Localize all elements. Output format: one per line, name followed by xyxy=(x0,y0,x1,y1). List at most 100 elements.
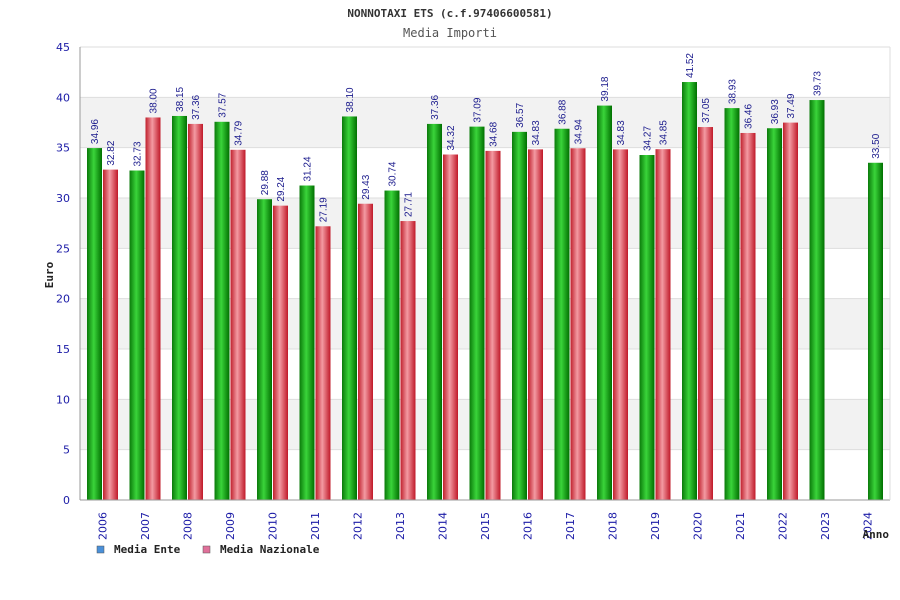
y-tick-label: 45 xyxy=(56,41,70,54)
bar-media-nazionale-2022 xyxy=(783,122,798,500)
bar-media-nazionale-2010 xyxy=(273,205,288,500)
x-axis-label: Anno xyxy=(863,528,890,541)
legend-label-media-ente: Media Ente xyxy=(114,543,181,556)
bar-media-nazionale-2020 xyxy=(698,127,713,500)
label-media-ente-2006: 34.96 xyxy=(90,119,101,144)
bar-media-ente-2020 xyxy=(682,82,697,501)
label-media-nazionale-2015: 34.68 xyxy=(489,121,500,146)
bar-media-nazionale-2009 xyxy=(230,149,246,500)
y-tick-label: 25 xyxy=(56,242,70,255)
label-media-ente-2015: 37.09 xyxy=(473,97,484,122)
label-media-ente-2012: 38.10 xyxy=(345,87,356,112)
x-tick-label-2019: 2019 xyxy=(649,512,662,540)
x-tick-label-2011: 2011 xyxy=(309,512,322,540)
label-media-ente-2011: 31.24 xyxy=(303,156,314,181)
label-media-ente-2010: 29.88 xyxy=(260,170,271,195)
label-media-nazionale-2006: 32.82 xyxy=(106,140,117,165)
bar-media-nazionale-2016 xyxy=(528,149,543,501)
bar-media-ente-2012 xyxy=(342,116,357,501)
legend-swatch-media-ente xyxy=(96,545,105,554)
bars xyxy=(87,82,883,501)
x-tick-label-2020: 2020 xyxy=(692,512,705,540)
x-tick-label-2015: 2015 xyxy=(479,512,492,540)
axes xyxy=(79,47,891,501)
bar-media-ente-2006 xyxy=(87,148,102,500)
label-media-ente-2008: 38.15 xyxy=(175,86,186,111)
label-media-nazionale-2011: 27.19 xyxy=(319,197,330,222)
label-media-nazionale-2012: 29.43 xyxy=(361,174,372,199)
bar-media-ente-2017 xyxy=(554,128,570,500)
legend-label-media-nazionale: Media Nazionale xyxy=(220,543,320,556)
bar-media-ente-2013 xyxy=(384,190,400,500)
label-media-nazionale-2017: 34.94 xyxy=(574,119,585,144)
label-media-nazionale-2022: 37.49 xyxy=(786,93,797,118)
x-tick-label-2010: 2010 xyxy=(267,512,280,540)
label-media-ente-2021: 38.93 xyxy=(728,79,739,104)
label-media-ente-2009: 37.57 xyxy=(218,92,229,117)
label-media-ente-2022: 36.93 xyxy=(770,99,781,124)
legend: Media Ente Media Nazionale xyxy=(96,543,320,556)
x-tick-label-2017: 2017 xyxy=(564,512,577,540)
label-media-ente-2020: 41.52 xyxy=(685,53,696,78)
bar-media-ente-2021 xyxy=(724,108,740,500)
label-media-ente-2013: 30.74 xyxy=(388,161,399,186)
bar-media-nazionale-2017 xyxy=(570,148,586,500)
bar-media-nazionale-2011 xyxy=(315,226,331,500)
label-media-nazionale-2018: 34.83 xyxy=(616,120,627,145)
bar-media-ente-2007 xyxy=(129,170,145,500)
x-tick-label-2006: 2006 xyxy=(97,512,110,540)
y-tick-label: 35 xyxy=(56,142,70,155)
chart-title: NONNOTAXI ETS (c.f.97406600581) xyxy=(347,7,552,20)
bar-media-nazionale-2019 xyxy=(655,149,671,500)
bar-media-ente-2016 xyxy=(512,131,527,500)
label-media-ente-2023: 39.73 xyxy=(813,71,824,96)
x-tick-label-2012: 2012 xyxy=(352,512,365,540)
bar-media-ente-2018 xyxy=(597,105,612,500)
bar-media-nazionale-2024 xyxy=(868,162,883,500)
bar-media-nazionale-2018 xyxy=(613,149,628,501)
x-tick-label-2008: 2008 xyxy=(182,512,195,540)
label-media-nazionale-2009: 34.79 xyxy=(234,120,245,145)
x-tick-label-2014: 2014 xyxy=(437,512,450,540)
y-tick-label: 40 xyxy=(56,91,70,104)
y-axis-label: Euro xyxy=(43,261,56,288)
label-media-nazionale-2010: 29.24 xyxy=(276,176,287,201)
bar-media-nazionale-2007 xyxy=(145,117,161,500)
bar-media-nazionale-2012 xyxy=(358,203,373,500)
bar-media-nazionale-2006 xyxy=(103,169,118,500)
bar-media-ente-2019 xyxy=(639,155,655,501)
label-media-nazionale-2020: 37.05 xyxy=(701,98,712,123)
y-tick-label: 5 xyxy=(63,444,70,457)
bar-media-ente-2011 xyxy=(299,185,315,500)
y-tick-labels: 0 5 10 15 20 25 30 35 40 45 xyxy=(56,41,70,507)
label-media-ente-2014: 37.36 xyxy=(430,94,441,119)
label-media-ente-2007: 32.73 xyxy=(133,141,144,166)
y-tick-label: 30 xyxy=(56,192,70,205)
label-media-nazionale-2024: 33.50 xyxy=(871,133,882,158)
x-tick-label-2021: 2021 xyxy=(734,512,747,540)
y-tick-label: 20 xyxy=(56,293,70,306)
bar-media-ente-2022 xyxy=(767,128,782,500)
x-tick-label-2013: 2013 xyxy=(394,512,407,540)
label-media-nazionale-2013: 27.71 xyxy=(404,192,415,217)
label-media-ente-2017: 36.88 xyxy=(558,99,569,124)
bar-media-ente-2014 xyxy=(427,123,442,500)
x-tick-label-2022: 2022 xyxy=(777,512,790,540)
label-media-nazionale-2016: 34.83 xyxy=(531,120,542,145)
label-media-ente-2016: 36.57 xyxy=(515,102,526,127)
legend-swatch-media-nazionale xyxy=(202,545,211,554)
label-media-nazionale-2021: 36.46 xyxy=(744,104,755,129)
x-tick-labels: 2006 2007 2008 2009 2010 2011 2012 2013 2014 2015… xyxy=(97,512,875,540)
x-tick-label-2023: 2023 xyxy=(819,512,832,540)
x-tick-label-2024: 2024 xyxy=(862,512,875,540)
label-media-nazionale-2007: 38.00 xyxy=(149,88,160,113)
chart-subtitle: Media Importi xyxy=(403,26,497,40)
label-media-ente-2019: 34.27 xyxy=(643,126,654,151)
bar-media-nazionale-2013 xyxy=(400,221,416,500)
bar-media-nazionale-2015 xyxy=(485,150,501,500)
x-tick-label-2016: 2016 xyxy=(522,512,535,540)
grid-band xyxy=(80,47,890,98)
x-tick-label-2009: 2009 xyxy=(224,512,237,540)
y-tick-label: 10 xyxy=(56,393,70,406)
